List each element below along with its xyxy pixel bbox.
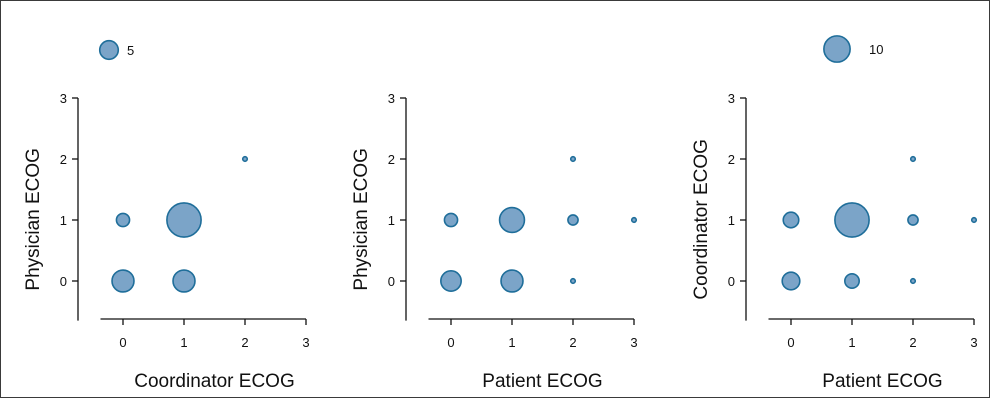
data-bubble [909,277,917,285]
y-tick-label: 0 [728,274,735,289]
legend-label: 10 [869,42,883,57]
data-bubble [498,206,526,234]
x-tick-label: 0 [447,335,454,350]
y-tick-label: 3 [388,91,395,106]
x-axis-label: Coordinator ECOG [134,371,295,392]
x-tick-label: 1 [508,335,515,350]
x-tick-label: 0 [119,335,126,350]
data-bubble [844,273,860,289]
y-tick-label: 2 [60,152,67,167]
y-tick-label: 3 [60,91,67,106]
y-tick-label: 1 [388,213,395,228]
data-bubble [241,155,249,163]
data-bubble [630,216,638,224]
legend-item: 5 [98,39,134,61]
y-tick-label: 2 [388,152,395,167]
x-tick-label: 2 [909,335,916,350]
x-tick-label: 1 [180,335,187,350]
data-bubble [970,216,978,224]
chart-panels: 0 1 2 3 0 1 2 3 Coordinator ECOG Physician ECOG 0 1… [23,91,978,392]
y-axis-label: Physician ECOG [23,148,44,291]
x-tick-label: 0 [787,335,794,350]
data-bubble [834,202,870,238]
chart-panel-3: 0 1 2 3 0 1 2 3 Patient ECOG Coordinator ECOG [691,91,978,392]
chart-panel-2: 0 1 2 3 0 1 2 3 Patient ECOG Physician ECOG [351,91,638,392]
size-legend: 5 10 [98,35,883,63]
y-tick-label: 1 [60,213,67,228]
data-bubble [909,155,917,163]
data-bubble [500,269,524,293]
x-tick-label: 3 [970,335,977,350]
x-tick-label: 3 [630,335,637,350]
data-bubble [567,214,579,226]
legend-item: 10 [823,35,883,63]
legend-bubble [98,39,120,61]
y-tick-label: 1 [728,213,735,228]
data-bubble [781,271,801,291]
x-tick-label: 3 [302,335,309,350]
data-bubble [172,269,196,293]
x-tick-label: 2 [569,335,576,350]
data-bubble [166,202,202,238]
y-axis-label: Coordinator ECOG [691,139,712,300]
y-axis-label: Physician ECOG [351,148,372,291]
y-tick-label: 0 [388,274,395,289]
legend-label: 5 [127,43,134,58]
data-bubble [115,212,131,228]
y-tick-label: 0 [60,274,67,289]
x-tick-label: 1 [848,335,855,350]
data-bubble [569,277,577,285]
data-bubble [782,211,800,229]
chart-panel-1: 0 1 2 3 0 1 2 3 Coordinator ECOG Physician ECOG [23,91,310,392]
data-bubble [569,155,577,163]
x-tick-label: 2 [241,335,248,350]
data-bubble [111,269,135,293]
y-tick-label: 2 [728,152,735,167]
data-bubble [440,270,462,292]
x-axis-label: Patient ECOG [822,371,942,392]
legend-bubble [823,35,851,63]
x-axis-label: Patient ECOG [482,371,602,392]
data-bubble [907,214,919,226]
y-tick-label: 3 [728,91,735,106]
data-bubble [443,212,459,228]
